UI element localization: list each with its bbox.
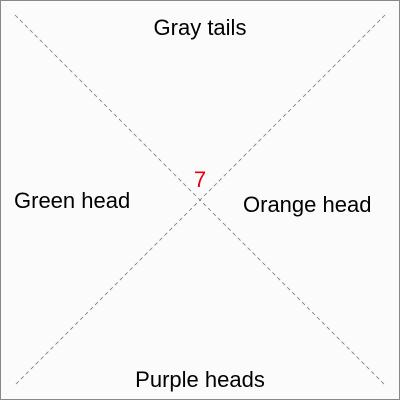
center-value: 7 bbox=[193, 167, 207, 192]
region-label-right: Orange head bbox=[243, 192, 372, 217]
region-label-left: Green head bbox=[14, 188, 131, 213]
region-label-bottom: Purple heads bbox=[135, 367, 265, 392]
diagonal-line-top-right-to-bottom-left bbox=[14, 14, 386, 386]
region-label-top: Gray tails bbox=[153, 15, 247, 40]
